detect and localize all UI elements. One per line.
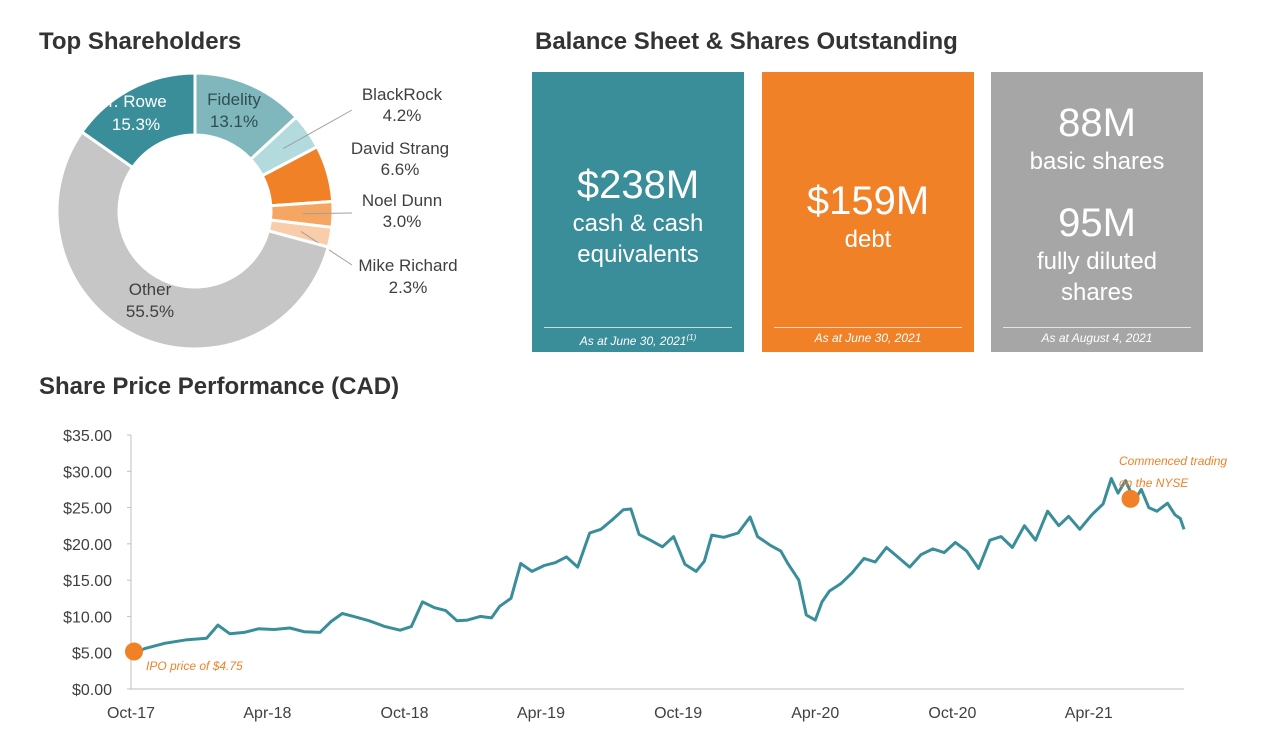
shareholders-donut-chart: Fidelity 13.1% BlackRock 4.2% David Strang 6.… — [55, 71, 458, 351]
x-tick-label: Oct-20 — [928, 705, 976, 722]
donut-leader-blackrock — [282, 109, 353, 150]
donut-label-t-rowe: T. Rowe — [105, 92, 166, 111]
donut-label-david-strang: David Strang — [351, 139, 449, 158]
share-price-title: Share Price Performance (CAD) — [39, 373, 400, 400]
y-tick-label: $10.00 — [63, 609, 112, 626]
diluted-shares-label-line2: shares — [1060, 279, 1134, 306]
donut-value-fidelity: 13.1% — [210, 112, 258, 131]
cash-value: $238M — [576, 163, 700, 207]
x-tick-label: Oct-17 — [107, 705, 155, 722]
share-price-line — [130, 477, 1186, 656]
debt-note-divider — [774, 327, 962, 328]
donut-slice-t-rowe — [79, 71, 197, 170]
diluted-shares-label-line1: fully diluted — [1036, 248, 1158, 275]
donut-value-blackrock: 4.2% — [383, 106, 422, 125]
ipo-marker — [125, 642, 143, 661]
donut-leader-noel-dunn — [302, 212, 353, 215]
shares-note: As at August 4, 2021 — [1041, 331, 1153, 345]
donut-value-other: 55.5% — [126, 302, 174, 321]
x-tick-label: Apr-21 — [1065, 705, 1113, 722]
debt-label: debt — [844, 226, 892, 253]
cash-note-divider — [544, 327, 732, 328]
donut-label-noel-dunn: Noel Dunn — [362, 191, 442, 210]
y-tick-label: $20.00 — [63, 537, 112, 554]
donut-label-other: Other — [129, 280, 172, 299]
x-tick-label: Apr-19 — [517, 705, 565, 722]
cash-note-footnote: (1) — [686, 333, 697, 342]
nyse-annotation-line2: on the NYSE — [1119, 476, 1189, 490]
nyse-marker — [1121, 489, 1140, 508]
cash-tile: $238M cash & cash equivalents As at June… — [532, 72, 744, 352]
donut-value-david-strang: 6.6% — [381, 160, 420, 179]
cash-label-line2: equivalents — [577, 241, 699, 268]
nyse-annotation-line1: Commenced trading — [1119, 454, 1227, 468]
shareholders-title: Top Shareholders — [39, 28, 242, 55]
balance-sheet-title: Balance Sheet & Shares Outstanding — [535, 28, 958, 55]
y-tick-label: $25.00 — [63, 501, 112, 518]
donut-label-blackrock: BlackRock — [362, 85, 443, 104]
debt-value: $159M — [806, 179, 930, 223]
basic-shares-value: 88M — [1058, 101, 1136, 145]
ipo-annotation: IPO price of $4.75 — [146, 659, 243, 673]
diluted-shares-value: 95M — [1058, 201, 1136, 245]
donut-value-t-rowe: 15.3% — [112, 115, 160, 134]
debt-tile: $159M debt As at June 30, 2021 — [762, 72, 974, 352]
x-tick-label: Oct-19 — [654, 705, 702, 722]
x-tick-label: Apr-18 — [243, 705, 291, 722]
debt-note: As at June 30, 2021 — [814, 331, 922, 345]
donut-label-fidelity: Fidelity — [207, 90, 261, 109]
share-price-line-chart: $0.00 $5.00 $10.00 $15.00 $20.00 $25.00 $30.00… — [63, 428, 1227, 722]
y-tick-label: $5.00 — [72, 646, 112, 663]
donut-slice-other — [55, 129, 331, 351]
y-tick-label: $35.00 — [63, 428, 112, 445]
x-tick-label: Apr-20 — [791, 705, 839, 722]
basic-shares-label: basic shares — [1029, 148, 1165, 175]
donut-value-mike-richard: 2.3% — [389, 278, 428, 297]
x-tick-label: Oct-18 — [381, 705, 429, 722]
shares-tile: 88M basic shares 95M fully diluted share… — [991, 72, 1203, 352]
y-tick-label: $30.00 — [63, 464, 112, 481]
shares-note-divider — [1003, 327, 1191, 328]
donut-label-mike-richard: Mike Richard — [358, 256, 457, 275]
y-tick-label: $15.00 — [63, 573, 112, 590]
cash-note: As at June 30, 2021(1) — [579, 333, 697, 348]
cash-label-line1: cash & cash — [572, 210, 704, 237]
y-tick-label: $0.00 — [72, 682, 112, 699]
donut-value-noel-dunn: 3.0% — [383, 212, 422, 231]
